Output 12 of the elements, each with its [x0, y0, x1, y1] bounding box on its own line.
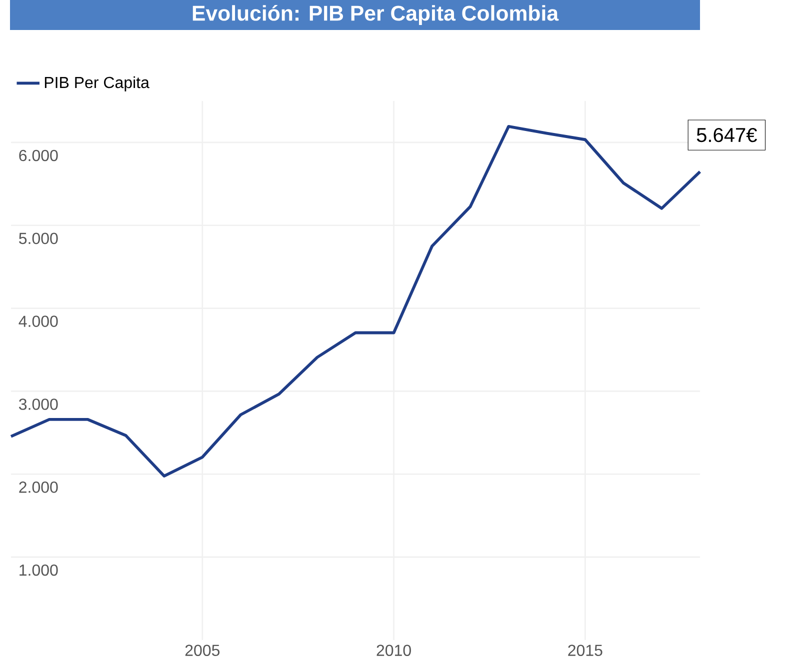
y-tick-label: 6.000 — [19, 150, 58, 162]
x-tick-label: 2015 — [568, 644, 602, 656]
y-tick-label: 5.000 — [19, 232, 58, 244]
x-tick-label: 2005 — [185, 644, 220, 656]
chart-title: Evolución: PIB Per Capita Colombia — [192, 4, 559, 26]
y-tick-label: 4.000 — [18, 316, 58, 327]
x-tick-label: 2010 — [376, 644, 411, 656]
annotation: 5.647€ — [696, 128, 757, 142]
y-tick-label: 1.000 — [20, 564, 58, 576]
y-tick-label: 3.000 — [18, 398, 58, 410]
y-tick-label: 2.000 — [19, 482, 58, 493]
legend-label: PIB Per Capita — [44, 76, 150, 92]
